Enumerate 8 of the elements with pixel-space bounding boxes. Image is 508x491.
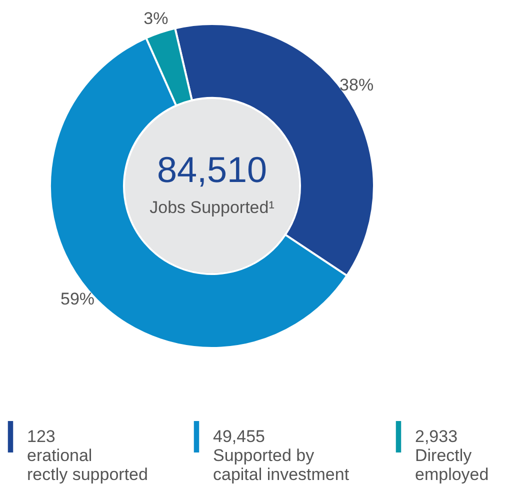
text: Jobs Supported¹	[150, 198, 275, 217]
legend-label: 123 erational rectly supported	[27, 426, 148, 484]
legend-label: 2,933 Directly employed	[415, 426, 489, 484]
legend-label: 49,455 Supported by capital investment	[213, 426, 350, 484]
data-label: 3%	[144, 9, 168, 28]
data-label: 59%	[60, 290, 95, 309]
text: 84,510	[156, 149, 268, 190]
data-label: 38%	[340, 76, 374, 95]
